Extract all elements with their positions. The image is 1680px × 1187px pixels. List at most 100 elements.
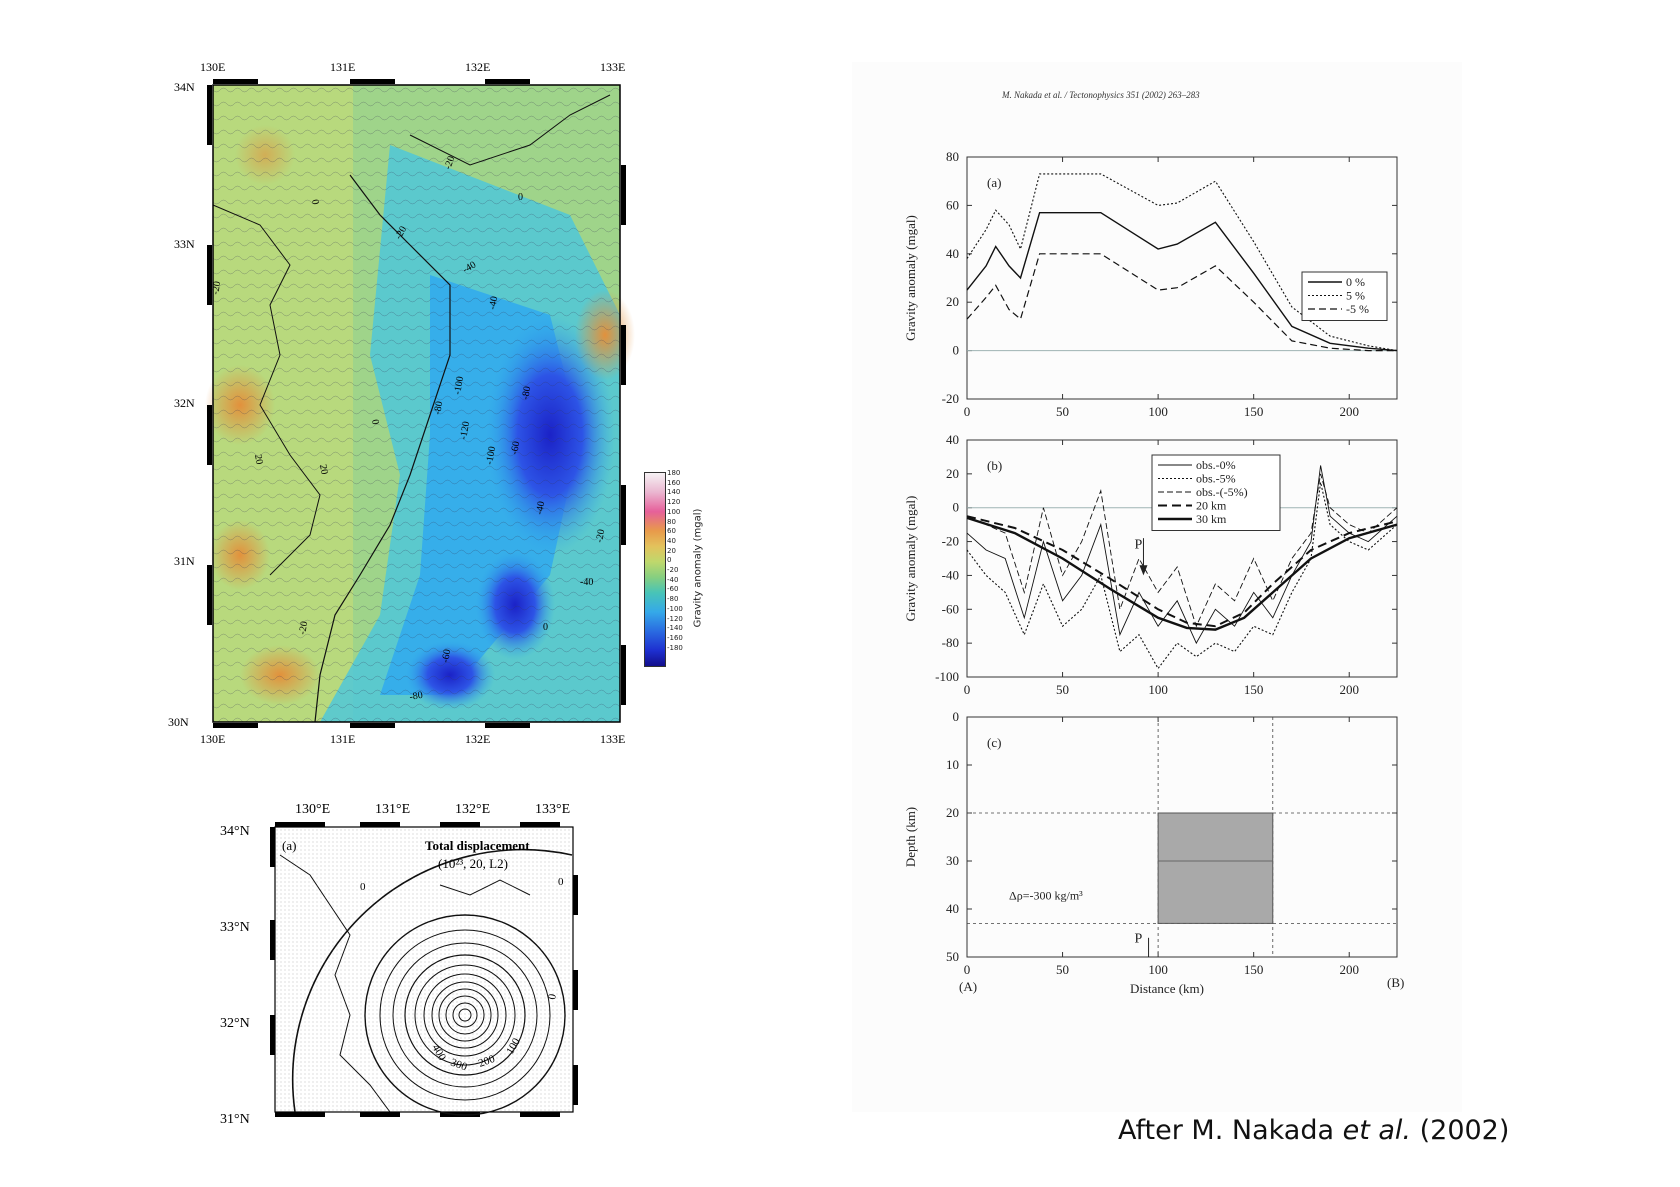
paper-figure: M. Nakada et al. / Tectonophysics 351 (2…	[852, 62, 1462, 1112]
x-tick-label: 100	[1148, 962, 1168, 977]
series-line	[966, 515, 1398, 628]
plot-frame	[966, 156, 1398, 400]
lon-label-bottom: 133E	[600, 732, 625, 745]
map-subtitle: (10²³, 20, L2)	[438, 856, 508, 871]
y-tick-label: 0	[953, 500, 960, 515]
contour-label: -40	[580, 577, 593, 588]
colorbar-gradient	[644, 472, 666, 667]
colorbar-tick-label: -120	[667, 614, 683, 623]
y-tick-label: -20	[942, 534, 959, 549]
contour-label: -60	[509, 440, 522, 455]
colorbar-tick-label: 100	[667, 507, 681, 516]
x-tick-label: 150	[1244, 682, 1264, 697]
x-tick-label: 50	[1056, 682, 1069, 697]
lon-label-bottom: 132E	[465, 732, 490, 745]
y-tick-label: 20	[946, 294, 959, 309]
contour-label: 0	[309, 199, 321, 206]
lon-label: 131°E	[375, 802, 410, 817]
contour-label: -100	[484, 446, 498, 466]
colorbar-tick-label: -40	[667, 575, 679, 584]
x-end-label: (A)	[959, 979, 977, 994]
plot-frame	[966, 716, 1398, 958]
x-tick-label: 200	[1339, 962, 1359, 977]
plot-frame	[966, 439, 1398, 678]
contour-label: -20	[442, 155, 457, 171]
y-tick-label: -80	[942, 635, 959, 650]
colorbar-tick-label: 180	[667, 469, 681, 477]
panel-label: (a)	[282, 838, 296, 853]
contour-label: 300	[449, 1057, 469, 1074]
y-tick-label: 10	[946, 757, 959, 772]
series-line	[966, 473, 1398, 628]
x-tick-label: 50	[1056, 404, 1069, 419]
colorbar-tick-label: 20	[667, 546, 676, 555]
colorbar-tick-label: 140	[667, 488, 681, 497]
contour-label: 200	[477, 1053, 497, 1070]
x-end-label: (B)	[1387, 975, 1404, 990]
x-tick-label: 100	[1148, 404, 1168, 419]
contour-label: 20	[252, 454, 265, 466]
series-line	[966, 482, 1398, 670]
y-tick-label: 50	[946, 949, 959, 964]
contour-label: -40	[487, 295, 500, 310]
contour-label: -40	[534, 500, 547, 515]
contour-label: 0	[518, 192, 523, 203]
colorbar-tick-label: -140	[667, 624, 683, 633]
colorbar-tick-label: -100	[667, 604, 683, 613]
y-tick-label: 0	[953, 343, 960, 358]
colorbar-tick-label: -160	[667, 633, 683, 642]
contour-label: 0	[558, 876, 564, 888]
y-tick-label: 30	[946, 853, 959, 868]
x-tick-label: 0	[964, 404, 971, 419]
legend-label: -5 %	[1346, 302, 1369, 316]
lat-label: 33°N	[220, 920, 250, 935]
y-tick-label: 20	[946, 805, 959, 820]
x-tick-label: 50	[1056, 962, 1069, 977]
displacement-map-figure: 130°E 131°E 132°E 133°E 34°N 33°N 32°N 3…	[200, 785, 600, 1135]
series-line	[966, 173, 1398, 352]
contour-label: -100	[452, 376, 466, 396]
gravity-map-svg: 130E 131E 132E 133E 130E 131E 132E 133E …	[168, 60, 635, 746]
legend-label: obs.-0%	[1196, 458, 1236, 472]
y-tick-label: 0	[953, 709, 960, 724]
lat-label: 34N	[174, 80, 195, 94]
x-tick-label: 0	[964, 962, 971, 977]
contour-label: -60	[440, 648, 453, 663]
lon-label-bottom: 131E	[330, 732, 355, 745]
colorbar-tick-label: 160	[667, 478, 681, 487]
series-line	[966, 516, 1398, 631]
y-tick-label: 20	[946, 466, 959, 481]
colorbar-tick-label: 80	[667, 517, 676, 526]
legend-box	[1301, 271, 1388, 321]
legend-label: 20 km	[1196, 499, 1227, 513]
panel-label: (c)	[987, 735, 1001, 750]
series-line	[966, 211, 1398, 352]
x-tick-label: 0	[964, 682, 971, 697]
y-tick-label: 40	[946, 901, 959, 916]
y-tick-label: 40	[946, 432, 959, 447]
colorbar-tick-label: 0	[667, 556, 672, 565]
legend-label: obs.-5%	[1196, 472, 1236, 486]
legend-label: 0 %	[1346, 275, 1365, 289]
lon-label-top: 133E	[600, 60, 625, 74]
credit-prefix: After M. Nakada	[1118, 1115, 1343, 1146]
paper-header: M. Nakada et al. / Tectonophysics 351 (2…	[1002, 90, 1200, 100]
y-tick-label: -60	[942, 601, 959, 616]
contour-label: -20	[594, 528, 607, 543]
legend-label: 30 km	[1196, 512, 1227, 526]
lat-label: 32N	[174, 396, 195, 410]
lat-label: 32°N	[220, 1016, 250, 1031]
x-tick-label: 100	[1148, 682, 1168, 697]
legend-label: obs.-(-5%)	[1196, 485, 1248, 499]
contour-label: -80	[520, 385, 533, 400]
y-axis-label: Gravity anomaly (mgal)	[903, 215, 918, 341]
colorbar-tick-label: -80	[667, 595, 679, 604]
lon-label-top: 132E	[465, 60, 490, 74]
contour-label: -20	[210, 280, 223, 295]
x-tick-label: 200	[1339, 682, 1359, 697]
x-tick-label: 200	[1339, 404, 1359, 419]
contour-label: 0	[369, 419, 381, 426]
displacement-map-svg: 130°E 131°E 132°E 133°E 34°N 33°N 32°N 3…	[220, 802, 578, 1127]
point-label: P	[1135, 932, 1143, 947]
